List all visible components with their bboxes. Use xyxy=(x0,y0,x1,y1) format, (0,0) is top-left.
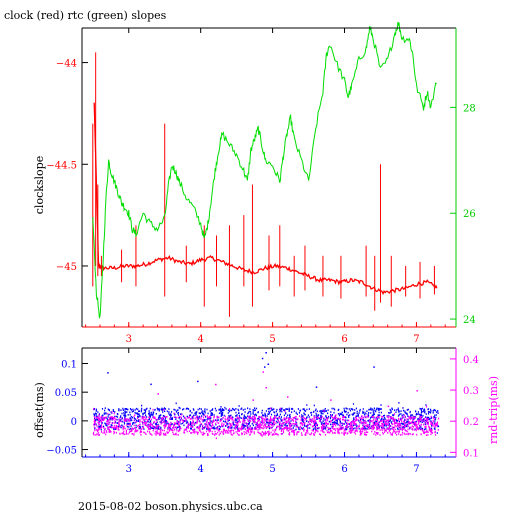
y-tick-label: 0.05 xyxy=(55,388,77,399)
x-tick-label: 7 xyxy=(413,464,419,475)
y-tick-label: −44.5 xyxy=(46,160,77,171)
bottom-y2-axis-label: rnd-trip(ms) xyxy=(487,376,500,444)
footer-text: 2015-08-02 boson.physics.ubc.ca xyxy=(78,500,263,512)
x-tick-label: 3 xyxy=(126,464,132,475)
bottom-y-axis-label: offset(ms) xyxy=(33,382,46,438)
y-tick-label: 0.1 xyxy=(61,359,77,370)
offset-outlier-point xyxy=(265,352,267,354)
offset-outlier-point xyxy=(373,366,375,368)
x-tick-label: 7 xyxy=(413,334,419,345)
offset-outlier-point xyxy=(263,366,266,368)
y-tick-label: −44 xyxy=(56,59,77,70)
x-tick-label: 5 xyxy=(269,464,275,475)
x-tick-label: 5 xyxy=(269,334,275,345)
offset-outlier-point xyxy=(261,357,264,360)
rndtrip-outlier-point xyxy=(215,383,217,386)
rndtrip-outlier-point xyxy=(265,386,267,389)
x-tick-label: 6 xyxy=(341,464,347,475)
offset-outlier-point xyxy=(150,383,152,386)
rtc-series-line xyxy=(92,21,438,319)
y2-tick-label: 0.1 xyxy=(463,448,479,459)
rndtrip-outlier-point xyxy=(262,371,265,373)
x-tick-label: 4 xyxy=(197,464,203,475)
clock-series-line xyxy=(93,102,438,296)
x-tick-label: 6 xyxy=(341,334,347,345)
y2-tick-label: 24 xyxy=(463,315,476,326)
x-tick-label: 4 xyxy=(197,334,203,345)
rndtrip-outlier-point xyxy=(416,390,418,392)
rndtrip-points xyxy=(92,405,440,440)
x-tick-label: 3 xyxy=(126,334,132,345)
y2-tick-label: 0.2 xyxy=(463,417,479,428)
top-y-axis-label: clockslope xyxy=(33,156,46,214)
panel-2: 3 4 5 6 7 0.1 0.05 0 −0.05 0.4 0.3 0.2 0.1 xyxy=(46,347,479,475)
offset-outlier-point xyxy=(107,372,109,374)
y2-tick-label: 0.4 xyxy=(463,355,479,366)
offset-outlier-point xyxy=(267,363,270,365)
y-tick-label: 0 xyxy=(71,417,77,428)
panel-1: 3 4 5 6 7 −44 −44.5 −45 28 26 24 xyxy=(46,21,476,345)
rndtrip-outlier-point xyxy=(157,393,160,395)
rndtrip-outlier-point xyxy=(286,396,289,398)
rndtrip-outlier-point xyxy=(252,399,254,401)
y2-tick-label: 28 xyxy=(463,103,476,114)
y2-tick-label: 0.3 xyxy=(463,386,479,397)
rndtrip-outlier-point xyxy=(330,399,332,401)
y2-tick-label: 26 xyxy=(463,209,476,220)
chart-title: clock (red) rtc (green) slopes xyxy=(4,9,167,22)
y-tick-label: −45 xyxy=(56,262,77,273)
rndtrip-outlier-point xyxy=(387,405,390,408)
offset-outlier-point xyxy=(197,380,199,383)
y-tick-label: −0.05 xyxy=(46,446,77,457)
offset-outlier-point xyxy=(315,386,318,388)
